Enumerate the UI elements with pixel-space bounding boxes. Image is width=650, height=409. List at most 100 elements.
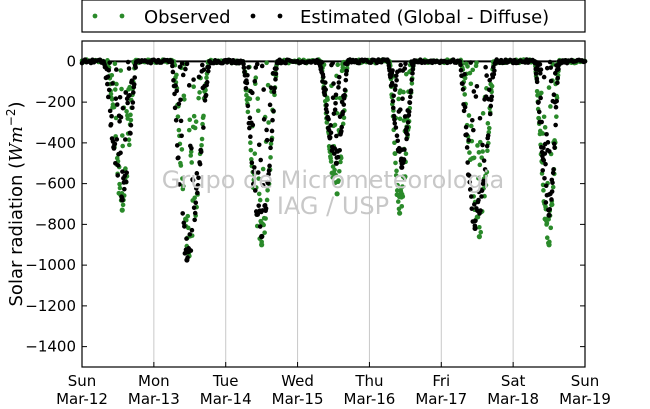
- estimated-point: [536, 99, 541, 105]
- observed-point: [475, 143, 480, 148]
- observed-point: [255, 96, 261, 101]
- estimated-point: [460, 81, 465, 86]
- estimated-point: [172, 105, 178, 111]
- observed-point: [400, 184, 405, 189]
- estimated-point: [130, 100, 136, 105]
- observed-point: [252, 151, 258, 156]
- observed-point: [185, 225, 191, 231]
- legend-marker-observed: [119, 13, 125, 19]
- estimated-point: [343, 71, 349, 77]
- observed-point: [109, 97, 115, 102]
- observed-point: [245, 109, 251, 115]
- y-axis-label-unit: Wm: [6, 126, 27, 162]
- estimated-point: [176, 155, 181, 160]
- estimated-point: [266, 168, 272, 174]
- observed-point: [268, 155, 273, 160]
- estimated-point: [543, 183, 549, 189]
- observed-point: [544, 235, 550, 241]
- x-tick-label-day: Wed: [281, 372, 314, 390]
- estimated-point: [189, 145, 194, 151]
- observed-point: [554, 114, 559, 119]
- estimated-point: [133, 65, 138, 70]
- estimated-point: [108, 121, 114, 127]
- observed-point: [546, 216, 551, 222]
- observed-point: [469, 123, 474, 129]
- observed-point: [474, 60, 479, 66]
- observed-point: [470, 67, 476, 73]
- estimated-point: [555, 75, 561, 81]
- estimated-point: [458, 62, 463, 68]
- estimated-point: [488, 103, 494, 109]
- estimated-point: [179, 61, 185, 66]
- estimated-point: [339, 128, 344, 134]
- estimated-peak-point: [472, 225, 478, 232]
- estimated-point: [190, 177, 196, 183]
- observed-point: [544, 220, 550, 226]
- estimated-peak-point: [333, 160, 339, 166]
- estimated-point: [548, 78, 554, 84]
- estimated-point: [461, 108, 467, 114]
- observed-point: [266, 120, 271, 125]
- observed-point: [264, 60, 269, 66]
- estimated-point: [407, 100, 413, 106]
- estimated-point: [254, 61, 260, 67]
- observed-point: [112, 87, 118, 92]
- estimated-point: [192, 210, 198, 216]
- estimated-point: [191, 77, 196, 82]
- legend: Observed Estimated (Global - Diffuse): [81, 0, 586, 33]
- estimated-point: [336, 74, 342, 80]
- estimated-point: [179, 133, 184, 139]
- estimated-point: [393, 73, 399, 79]
- observed-peak-point: [476, 234, 482, 240]
- x-tick-label-date: Mar-12: [56, 390, 108, 408]
- estimated-point: [394, 133, 400, 139]
- estimated-point: [541, 145, 546, 151]
- estimated-point: [392, 87, 398, 92]
- estimated-point: [534, 79, 540, 85]
- observed-point: [335, 62, 341, 68]
- observed-peak-point: [397, 210, 403, 216]
- observed-point: [261, 222, 266, 228]
- observed-peak-point: [546, 242, 552, 248]
- y-axis: 0 −200 −400 −600 −800 −1000 −1200 −1400: [25, 52, 585, 356]
- observed-point: [112, 61, 118, 67]
- observed-point: [118, 68, 124, 73]
- estimated-point: [328, 123, 333, 128]
- observed-point: [332, 167, 337, 173]
- observed-point: [403, 151, 409, 157]
- estimated-point: [481, 158, 487, 163]
- estimated-point: [320, 74, 326, 80]
- x-axis: SunMar-12MonMar-13TueMar-14WedMar-15ThuM…: [56, 362, 611, 408]
- estimated-point: [324, 102, 329, 108]
- observed-point: [477, 224, 482, 230]
- estimated-point: [403, 61, 408, 67]
- estimated-point: [113, 96, 119, 101]
- estimated-point: [473, 94, 479, 99]
- observed-point: [249, 157, 254, 162]
- estimated-point: [390, 98, 396, 104]
- estimated-point: [125, 100, 130, 106]
- estimated-point: [273, 71, 279, 77]
- estimated-point: [483, 64, 488, 70]
- estimated-point: [191, 205, 197, 211]
- y-tick-label: 0: [66, 52, 76, 70]
- estimated-point: [106, 87, 112, 93]
- estimated-point: [241, 61, 246, 67]
- observed-point: [196, 95, 201, 101]
- observed-point: [332, 122, 338, 128]
- estimated-point: [326, 116, 331, 122]
- observed-point: [182, 97, 187, 102]
- legend-label-estimated: Estimated (Global - Diffuse): [300, 7, 549, 28]
- estimated-point: [474, 83, 480, 89]
- estimated-point: [106, 67, 112, 73]
- estimated-point: [549, 189, 555, 194]
- estimated-peak-point: [259, 234, 265, 240]
- observed-point: [467, 70, 473, 76]
- estimated-point: [197, 161, 203, 167]
- estimated-point: [319, 59, 325, 65]
- estimated-point: [336, 85, 341, 90]
- y-tick-label: −1400: [25, 338, 76, 356]
- estimated-point: [202, 98, 208, 103]
- observed-point: [539, 90, 544, 96]
- estimated-point: [330, 60, 335, 66]
